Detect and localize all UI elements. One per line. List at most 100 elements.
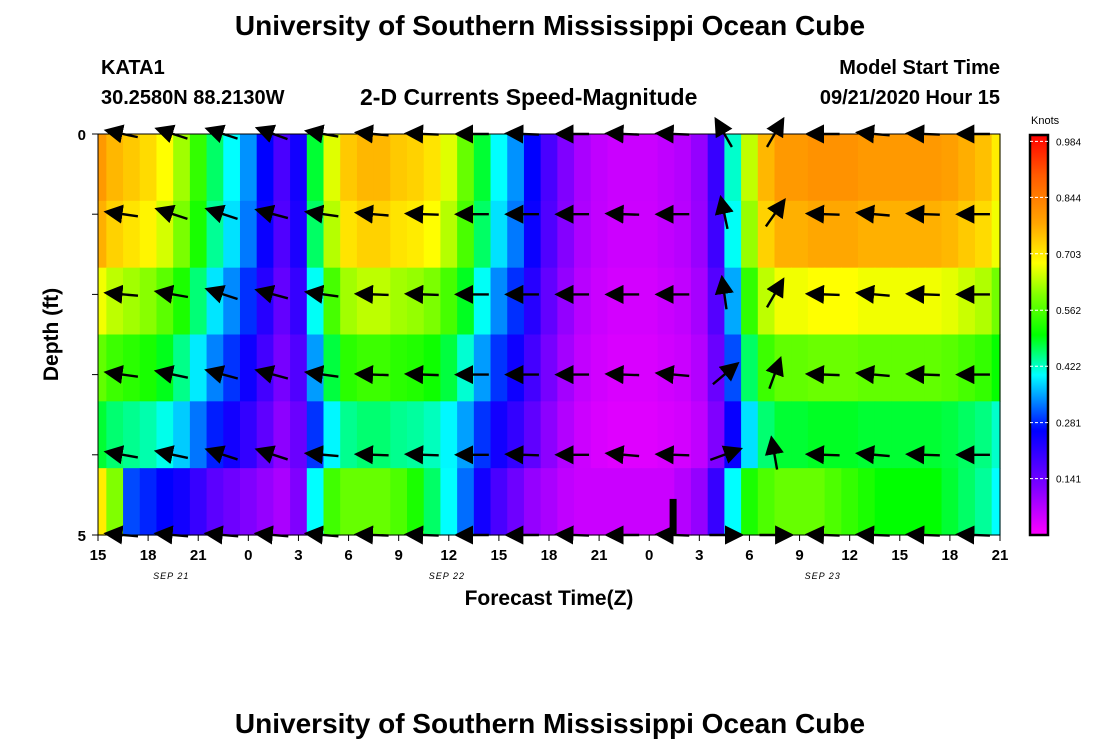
heatmap-cell <box>807 468 826 536</box>
heatmap-cell <box>841 468 859 536</box>
x-tick-label: 18 <box>942 547 959 564</box>
y-axis-label: Depth (ft) <box>40 288 63 381</box>
heatmap-cell <box>139 134 158 202</box>
heatmap-cell <box>290 200 308 269</box>
heatmap-cell <box>423 134 442 202</box>
heatmap-cell <box>290 267 308 336</box>
heatmap-cell <box>724 200 742 269</box>
heatmap-cell <box>724 401 742 469</box>
heatmap-cell <box>958 401 976 469</box>
heatmap-cell <box>507 468 525 536</box>
heatmap-cell <box>908 401 926 469</box>
current-vector-arrow <box>353 364 389 385</box>
heatmap-cell <box>273 267 291 336</box>
heatmap-cell <box>373 468 391 536</box>
heatmap-cell <box>640 134 659 202</box>
colorbar-tick-label: 0.984 <box>1056 137 1081 148</box>
heatmap-cell <box>390 468 408 536</box>
heatmap-cell <box>139 401 158 469</box>
heatmap-cell <box>173 267 191 336</box>
heatmap-cell <box>206 334 224 402</box>
heatmap-cell <box>941 267 959 336</box>
heatmap-cell <box>457 468 475 536</box>
heatmap-cell <box>757 468 776 536</box>
heatmap-cell <box>490 200 508 269</box>
heatmap-cell <box>791 401 809 469</box>
heatmap-cell <box>223 334 241 402</box>
heatmap-cell <box>624 200 642 269</box>
current-vector-arrow <box>403 284 439 304</box>
heatmap-cell <box>373 200 391 269</box>
current-vector-arrow <box>254 204 289 224</box>
current-vector-arrow <box>654 364 690 385</box>
heatmap-cell <box>407 334 425 402</box>
heatmap-cell <box>290 401 308 469</box>
heatmap-cell <box>206 134 224 202</box>
heatmap-cell <box>390 334 408 402</box>
colorbar-tick-label: 0.844 <box>1056 193 1081 204</box>
y-tick-label: 0 <box>78 127 86 144</box>
x-tick-label: 18 <box>541 547 558 564</box>
heatmap-cell <box>707 134 725 202</box>
current-vector-arrow <box>254 445 289 464</box>
heatmap-cell <box>590 200 609 269</box>
heatmap-cell <box>991 468 1001 536</box>
x-tick-label: 3 <box>294 547 302 564</box>
heatmap-cell <box>574 134 592 202</box>
heatmap-cell <box>690 334 709 402</box>
station-coords: 30.2580N 88.2130W <box>101 87 285 109</box>
x-tick-label: 15 <box>90 547 107 564</box>
heatmap-cell <box>273 468 291 536</box>
heatmap-cell <box>407 401 425 469</box>
heatmap-cell <box>123 468 141 536</box>
heatmap-cell <box>974 334 993 402</box>
heatmap-cell <box>98 468 107 536</box>
current-vector-arrow <box>204 285 238 304</box>
heatmap-cell <box>991 334 1001 402</box>
current-vector-arrow <box>254 284 289 304</box>
heatmap-cell <box>858 334 876 402</box>
heatmap-cell <box>106 134 124 202</box>
heatmap-cell <box>290 134 308 202</box>
colorbar-bar <box>1028 133 1050 537</box>
heatmap-cell <box>473 267 492 336</box>
colorbar: Knots 0.984 0.844 0.703 0.562 0.422 0.281 0.141 <box>1028 115 1081 537</box>
heatmap-cell <box>490 334 508 402</box>
heatmap-cell <box>223 401 241 469</box>
heatmap-cell <box>173 401 191 469</box>
heatmap-cell <box>98 267 107 336</box>
heatmap-cell <box>908 334 926 402</box>
heatmap-cell <box>106 267 124 336</box>
heatmap-cell <box>273 134 291 202</box>
heatmap-cell <box>607 401 625 469</box>
heatmap-cell <box>891 200 909 269</box>
current-vector-arrow <box>204 365 239 384</box>
heatmap-cell <box>574 401 592 469</box>
current-vector-arrow <box>154 204 188 224</box>
heatmap-cell <box>407 468 425 536</box>
current-vector-arrow <box>103 445 139 465</box>
station-id: KATA1 <box>101 57 165 79</box>
heatmap-cell <box>340 134 358 202</box>
heatmap-cell <box>173 200 191 269</box>
current-vector-arrow <box>353 284 389 304</box>
heatmap-cell <box>290 334 308 402</box>
heatmap-cell <box>239 267 258 336</box>
heatmap-cell <box>941 134 959 202</box>
colorbar-tick-label: 0.703 <box>1056 250 1081 261</box>
current-vector-arrow <box>303 204 339 224</box>
current-vector-arrow <box>254 365 289 384</box>
heatmap-cell <box>256 134 274 202</box>
heatmap-cell <box>306 267 325 336</box>
heatmap-cell <box>123 134 141 202</box>
chart-axes: 0 5 Depth (ft) 15 18 21 0 3 6 9 12 15 18 21 0 3 6 9 12 15 18… <box>40 127 1008 610</box>
current-vector-arrow <box>303 365 339 385</box>
heatmap-cell <box>640 200 659 269</box>
heatmap-cell <box>223 468 241 536</box>
heatmap-cell <box>323 267 341 336</box>
heatmap-cell <box>824 401 842 469</box>
heatmap-cell <box>690 200 709 269</box>
current-vector-arrow <box>905 204 940 224</box>
heatmap-cell <box>340 200 358 269</box>
